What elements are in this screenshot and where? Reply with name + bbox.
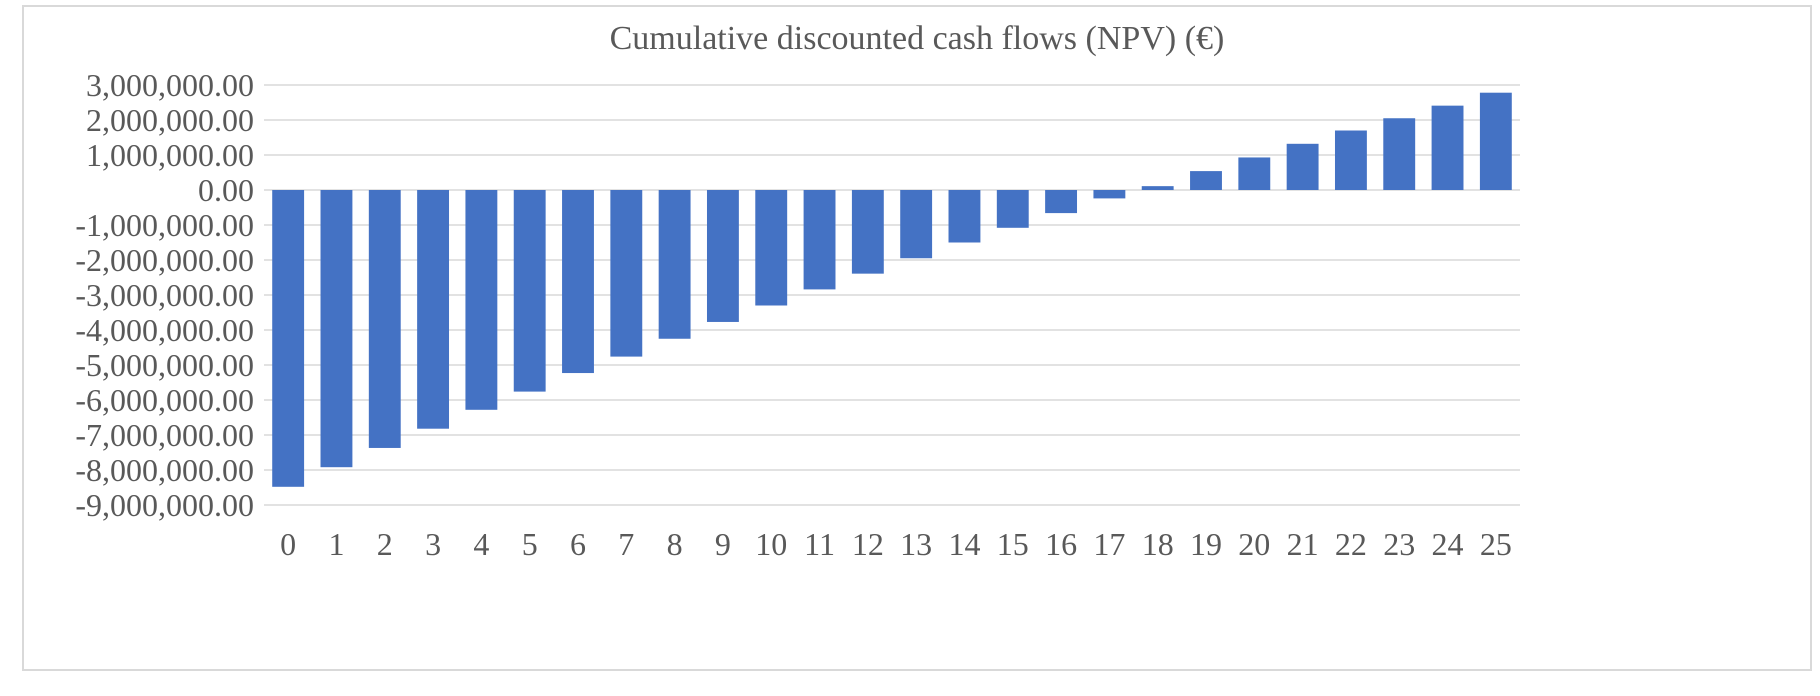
x-category-label: 9 <box>715 526 731 562</box>
x-category-label: 22 <box>1335 526 1367 562</box>
y-tick-label: -6,000,000.00 <box>75 382 254 418</box>
x-category-label: 21 <box>1287 526 1319 562</box>
x-category-label: 1 <box>328 526 344 562</box>
bar-year-8 <box>658 190 691 339</box>
y-tick-label: -9,000,000.00 <box>75 487 254 523</box>
x-category-label: 4 <box>473 526 489 562</box>
bar-year-15 <box>996 190 1029 228</box>
x-category-label: 0 <box>280 526 296 562</box>
x-category-label: 25 <box>1480 526 1512 562</box>
bar-year-19 <box>1190 171 1222 190</box>
x-category-label: 10 <box>755 526 787 562</box>
y-tick-label: -1,000,000.00 <box>75 207 254 243</box>
y-tick-label: -5,000,000.00 <box>75 347 254 383</box>
bar-year-22 <box>1334 130 1367 190</box>
x-category-label: 13 <box>900 526 932 562</box>
x-category-label: 11 <box>804 526 835 562</box>
y-tick-label: 3,000,000.00 <box>86 67 254 103</box>
x-category-label: 15 <box>997 526 1029 562</box>
chart-frame: Cumulative discounted cash flows (NPV) (… <box>22 5 1812 671</box>
y-tick-label: -7,000,000.00 <box>75 417 254 453</box>
bar-year-16 <box>1045 190 1078 214</box>
y-tick-label: 2,000,000.00 <box>86 102 254 138</box>
bar-year-2 <box>368 190 401 448</box>
x-axis-category-labels: 0 1 2 3 4 5 6 7 8 9 10 11 12 13 14 15 16 17 18 19 20 21 22 23 24… <box>280 526 1512 562</box>
y-tick-label: -2,000,000.00 <box>75 242 254 278</box>
y-tick-label: 0.00 <box>198 172 254 208</box>
bar-year-12 <box>851 190 884 274</box>
x-category-label: 14 <box>948 526 980 562</box>
x-category-label: 12 <box>852 526 884 562</box>
bar-year-23 <box>1383 118 1416 190</box>
bar-year-24 <box>1431 105 1464 190</box>
x-category-label: 6 <box>570 526 586 562</box>
bar-year-17 <box>1093 190 1126 199</box>
bar-year-5 <box>513 190 546 392</box>
bar-year-13 <box>900 190 933 259</box>
x-category-label: 19 <box>1190 526 1222 562</box>
bar-year-9 <box>706 190 739 322</box>
bar-year-0 <box>272 190 305 487</box>
x-category-label: 3 <box>425 526 441 562</box>
bar-chart: Cumulative discounted cash flows (NPV) (… <box>75 20 1520 562</box>
gridlines <box>264 84 1520 506</box>
x-category-label: 24 <box>1432 526 1464 562</box>
bar-year-10 <box>755 190 788 306</box>
x-category-label: 2 <box>377 526 393 562</box>
x-category-label: 8 <box>667 526 683 562</box>
x-category-label: 23 <box>1383 526 1415 562</box>
bar-year-3 <box>417 190 450 429</box>
x-category-label: 16 <box>1045 526 1077 562</box>
bar-year-21 <box>1286 143 1319 190</box>
x-category-label: 5 <box>522 526 538 562</box>
bar-year-14 <box>948 190 981 243</box>
bar-year-1 <box>320 190 353 468</box>
bar-year-4 <box>465 190 498 410</box>
chart-title: Cumulative discounted cash flows (NPV) (… <box>610 20 1225 57</box>
bar-year-18 <box>1141 186 1174 190</box>
x-category-label: 7 <box>618 526 634 562</box>
bars <box>272 92 1512 487</box>
y-tick-label: -4,000,000.00 <box>75 312 254 348</box>
bar-year-6 <box>562 190 594 374</box>
bar-year-25 <box>1479 92 1512 190</box>
y-axis-tick-labels: 3,000,000.002,000,000.001,000,000.000.00… <box>75 67 254 523</box>
x-category-label: 17 <box>1093 526 1125 562</box>
y-tick-label: -8,000,000.00 <box>75 452 254 488</box>
x-category-label: 20 <box>1238 526 1270 562</box>
bar-year-20 <box>1238 157 1271 190</box>
bar-year-11 <box>803 190 836 290</box>
y-tick-label: -3,000,000.00 <box>75 277 254 313</box>
y-tick-label: 1,000,000.00 <box>86 137 254 173</box>
bar-year-7 <box>610 190 643 357</box>
x-category-label: 18 <box>1142 526 1174 562</box>
